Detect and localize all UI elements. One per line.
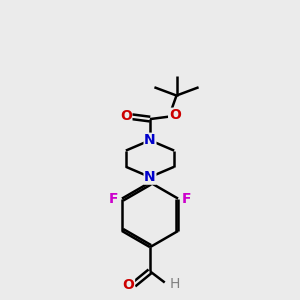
- Text: F: F: [182, 192, 191, 206]
- Text: H: H: [169, 277, 179, 291]
- Text: O: O: [169, 108, 181, 122]
- Text: N: N: [144, 170, 156, 184]
- Text: O: O: [120, 109, 132, 123]
- Text: F: F: [109, 192, 118, 206]
- Text: O: O: [123, 278, 134, 292]
- Text: N: N: [144, 133, 156, 147]
